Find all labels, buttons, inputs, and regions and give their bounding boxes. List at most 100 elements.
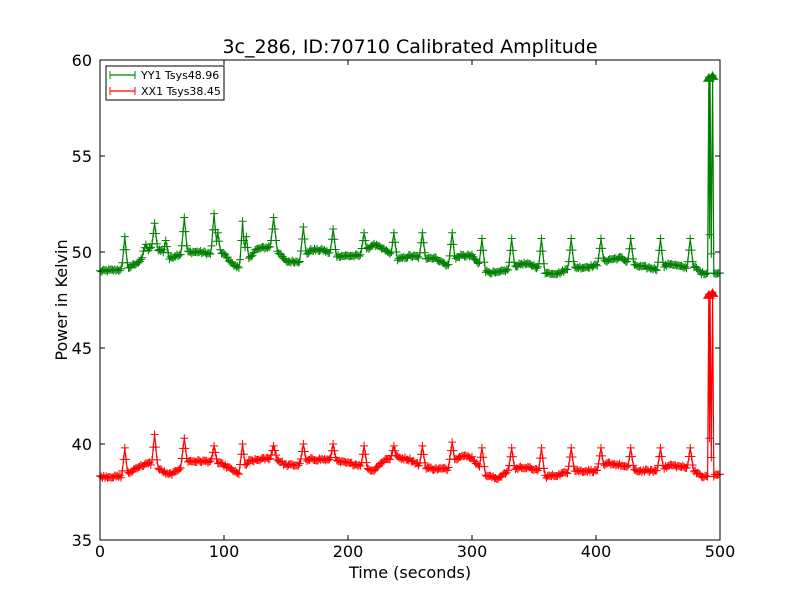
data-point: [153, 239, 162, 248]
x-axis-label: Time (seconds): [348, 563, 471, 582]
series-markers: [96, 71, 724, 279]
data-point: [161, 236, 170, 245]
data-point: [474, 259, 483, 268]
data-point: [330, 446, 339, 455]
data-point: [233, 469, 242, 478]
data-point: [420, 248, 429, 257]
data-point: [629, 254, 638, 263]
data-point: [386, 455, 395, 464]
data-point: [686, 234, 695, 243]
data-point: [448, 438, 457, 447]
data-point: [136, 255, 145, 264]
data-point: [176, 250, 185, 259]
data-point: [120, 232, 129, 241]
x-tick-label: 400: [581, 542, 612, 561]
data-point: [206, 249, 215, 258]
data-point: [598, 451, 607, 460]
data-point: [269, 441, 278, 450]
data-point: [627, 244, 636, 253]
data-point: [265, 242, 274, 251]
data-point: [705, 230, 714, 239]
data-point: [479, 453, 488, 462]
legend-item: XX1 Tsys38.45: [109, 85, 221, 98]
data-point: [419, 450, 428, 459]
data-point: [503, 466, 512, 475]
data-point: [181, 444, 190, 453]
data-point: [626, 234, 635, 243]
data-point: [657, 452, 666, 461]
y-tick-label: 45: [72, 339, 92, 358]
legend-item: YY1 Tsys48.96: [109, 69, 219, 82]
data-point: [299, 223, 308, 232]
data-point: [707, 453, 716, 462]
x-tick-label: 300: [457, 542, 488, 561]
data-point: [205, 249, 214, 258]
data-point: [164, 248, 173, 257]
data-point: [243, 243, 252, 252]
spike-marker: [706, 288, 719, 297]
data-point: [150, 219, 159, 228]
data-point: [508, 246, 517, 255]
data-point: [329, 224, 338, 233]
data-point: [211, 448, 220, 457]
legend: YY1 Tsys48.96 XX1 Tsys38.45: [105, 65, 225, 101]
series-xx1: [96, 288, 724, 484]
x-tick-label: 200: [333, 542, 364, 561]
data-point: [223, 253, 232, 262]
data-point: [532, 264, 541, 273]
data-point: [180, 434, 189, 443]
data-point: [538, 454, 547, 463]
data-point: [145, 244, 154, 253]
data-point: [122, 245, 131, 254]
data-point: [537, 443, 546, 452]
data-point: [361, 450, 370, 459]
data-point: [569, 462, 578, 471]
data-point: [180, 213, 189, 222]
data-point: [686, 443, 695, 452]
data-point: [468, 452, 476, 461]
data-point: [294, 461, 303, 470]
data-point: [212, 454, 221, 463]
data-point: [233, 262, 242, 271]
data-point: [176, 463, 185, 472]
data-point: [300, 235, 309, 244]
data-point: [562, 468, 571, 477]
x-tick-label: 0: [95, 542, 105, 561]
data-point: [479, 246, 488, 255]
data-point: [234, 263, 243, 272]
data-point: [596, 443, 605, 452]
data-point: [299, 440, 308, 448]
data-point: [623, 462, 631, 471]
data-point: [123, 258, 132, 267]
data-point: [656, 234, 665, 243]
data-point: [539, 259, 548, 268]
data-point: [419, 238, 428, 247]
data-point: [449, 240, 458, 249]
data-point: [295, 257, 304, 266]
data-point: [694, 266, 703, 275]
data-point: [681, 262, 690, 271]
data-point: [181, 227, 190, 236]
data-point: [162, 242, 171, 251]
data-point: [539, 464, 548, 473]
data-point: [146, 243, 155, 252]
data-point: [182, 241, 191, 250]
data-point: [656, 443, 665, 452]
data-point: [220, 249, 228, 258]
data-point: [629, 461, 638, 470]
data-point: [687, 246, 696, 255]
data-point: [568, 453, 577, 462]
data-point: [151, 229, 160, 238]
data-point: [210, 209, 219, 218]
data-point: [707, 249, 716, 258]
data-point: [687, 452, 696, 461]
data-point: [391, 238, 400, 247]
data-point: [242, 232, 251, 241]
data-point: [210, 441, 219, 450]
data-point: [682, 264, 691, 273]
data-point: [238, 217, 247, 226]
data-point: [361, 236, 370, 245]
data-point: [265, 454, 274, 463]
x-tick-label: 100: [209, 542, 240, 561]
